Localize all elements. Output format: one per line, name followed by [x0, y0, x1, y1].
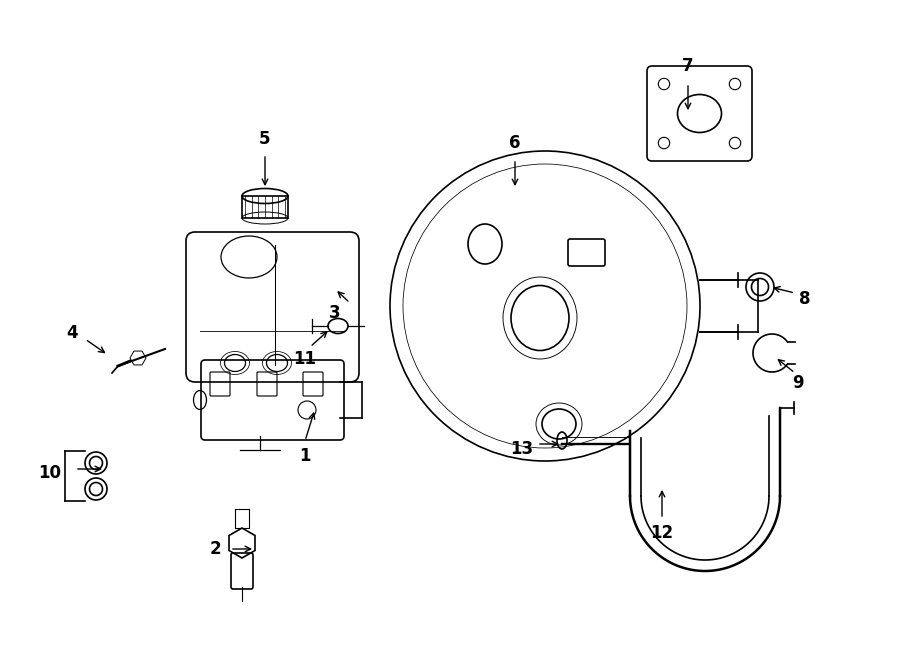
Text: 6: 6: [509, 134, 521, 152]
Text: 13: 13: [510, 440, 534, 458]
Text: 4: 4: [67, 324, 77, 342]
Text: 11: 11: [293, 350, 317, 368]
Text: 1: 1: [299, 447, 310, 465]
Bar: [242, 196, 288, 218]
Text: 7: 7: [682, 57, 694, 75]
Text: 12: 12: [651, 524, 673, 542]
Text: 5: 5: [259, 130, 271, 148]
Text: 3: 3: [329, 304, 341, 322]
Text: 8: 8: [799, 290, 811, 308]
Text: 9: 9: [792, 374, 804, 392]
Text: 2: 2: [209, 540, 220, 558]
Text: 10: 10: [39, 464, 61, 482]
